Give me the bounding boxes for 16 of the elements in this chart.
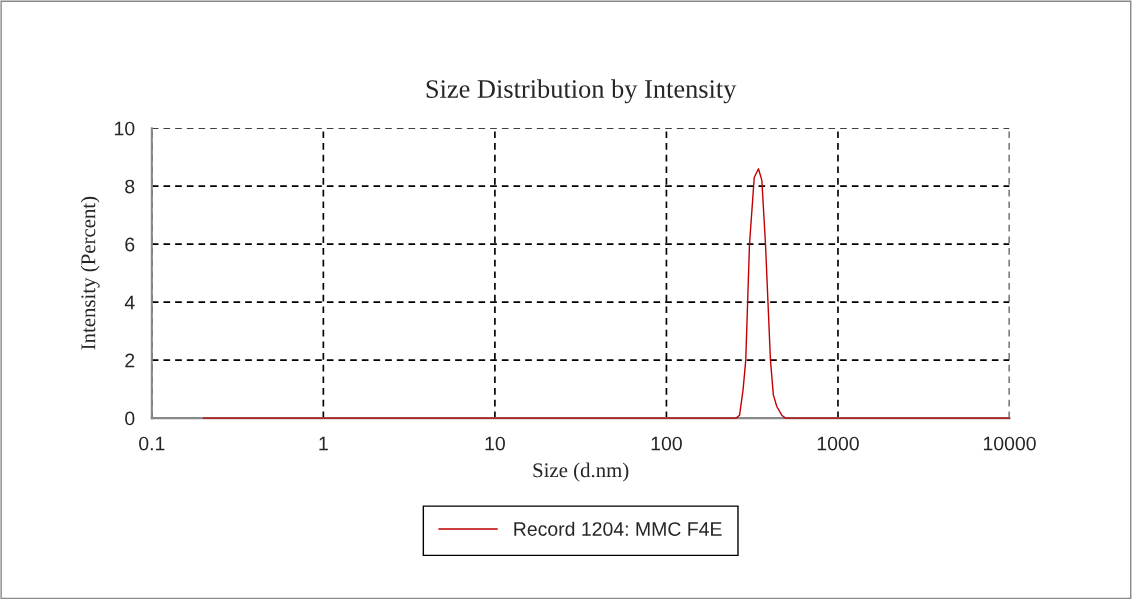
x-tick-label: 0.1 — [139, 436, 165, 451]
y-axis-title: Intensity (Percent) — [80, 196, 100, 350]
x-tick-label: 10 — [485, 436, 505, 451]
x-tick-label: 100 — [651, 436, 682, 451]
chart-title: Size Distribution by Intensity — [426, 79, 737, 104]
x-tick-label: 10000 — [983, 436, 1036, 451]
y-tick-label: 0 — [125, 411, 135, 426]
legend-label: Record 1204: MMC F4E — [514, 521, 722, 536]
y-tick-label: 10 — [115, 121, 135, 136]
y-tick-label: 2 — [125, 353, 135, 368]
y-tick-label: 4 — [124, 295, 135, 310]
y-tick-label: 6 — [125, 237, 135, 252]
x-tick-label: 1000 — [817, 436, 859, 451]
x-axis-title: Size (d.nm) — [533, 462, 629, 482]
x-tick-label: 1 — [319, 436, 328, 451]
y-tick-label: 8 — [125, 179, 135, 194]
